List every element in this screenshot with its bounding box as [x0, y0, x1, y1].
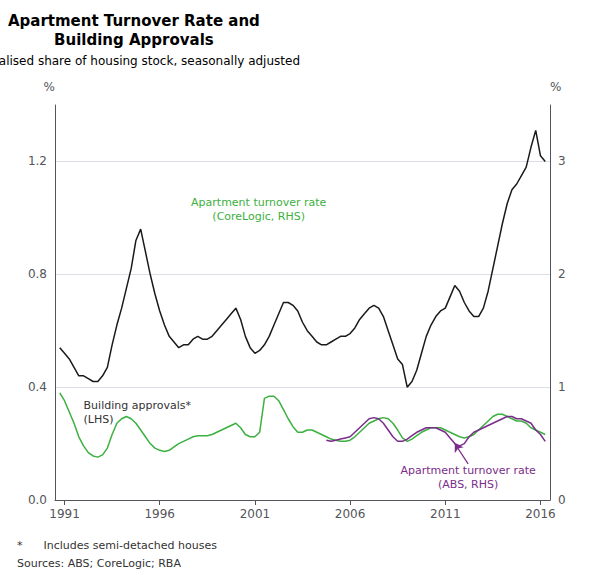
svg-text:1: 1	[558, 380, 566, 394]
svg-text:2016: 2016	[525, 507, 556, 521]
svg-text:%: %	[44, 80, 55, 94]
svg-text:3: 3	[558, 154, 566, 168]
svg-text:2006: 2006	[335, 507, 366, 521]
svg-text:Apartment Turnover Rate and: Apartment Turnover Rate and	[8, 12, 260, 30]
svg-text:Building approvals*: Building approvals*	[84, 399, 192, 412]
svg-text:Apartment turnover rate: Apartment turnover rate	[191, 196, 327, 209]
svg-text:0.4: 0.4	[28, 380, 47, 394]
svg-text:0: 0	[558, 493, 566, 507]
svg-text:* Includes semi-detached: * Includes semi-detached houses	[17, 539, 217, 552]
svg-text:1991: 1991	[49, 507, 80, 521]
svg-text:Building Approvals: Building Approvals	[54, 31, 214, 49]
svg-text:2001: 2001	[240, 507, 271, 521]
svg-text:Annualised share of housing st: Annualised share of housing stock, seaso…	[0, 54, 300, 68]
svg-text:(ABS, RHS): (ABS, RHS)	[438, 478, 498, 491]
svg-text:Apartment turnover rate: Apartment turnover rate	[400, 464, 536, 477]
svg-text:(CoreLogic, RHS): (CoreLogic, RHS)	[212, 210, 305, 223]
svg-text:(LHS): (LHS)	[84, 413, 114, 426]
svg-text:2011: 2011	[430, 507, 461, 521]
svg-text:0.8: 0.8	[28, 267, 47, 281]
svg-text:2: 2	[558, 267, 566, 281]
svg-text:Sources: ABS; CoreLogic; RBA: Sources: ABS; CoreLogic; RBA	[17, 557, 181, 570]
svg-text:%: %	[550, 80, 561, 94]
svg-text:1.2: 1.2	[28, 154, 47, 168]
svg-text:1996: 1996	[144, 507, 175, 521]
svg-text:0.0: 0.0	[28, 493, 47, 507]
